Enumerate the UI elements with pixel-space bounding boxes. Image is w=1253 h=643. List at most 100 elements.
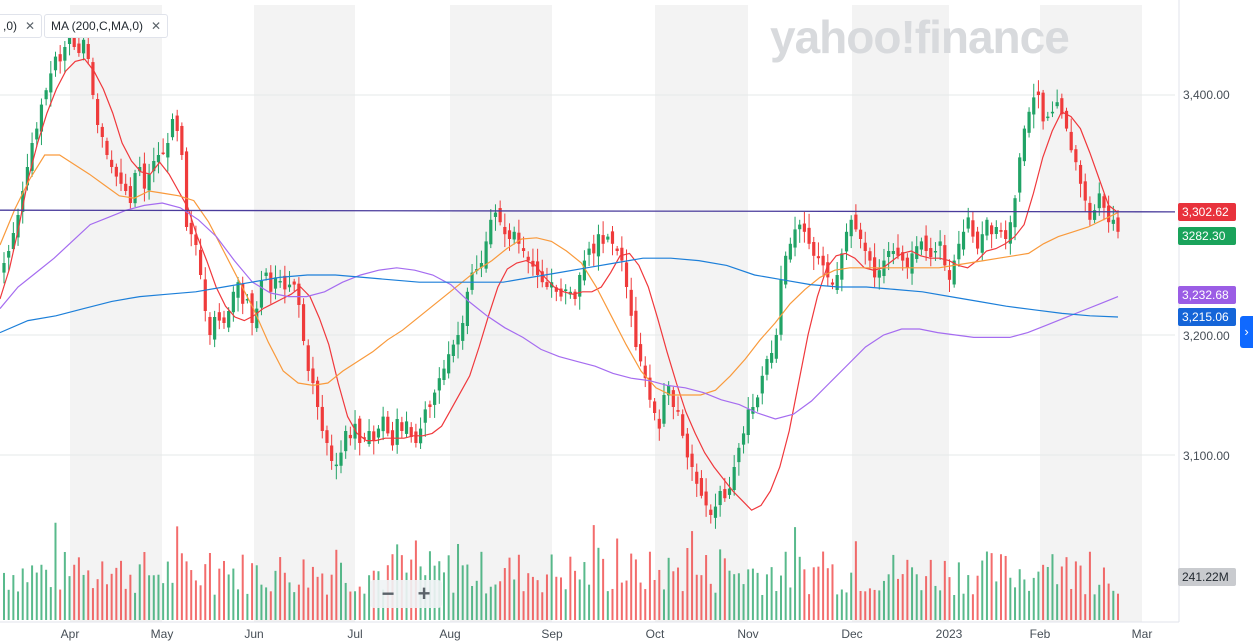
candle-body <box>334 464 338 467</box>
candle-body <box>578 275 582 297</box>
candle-body <box>933 251 938 253</box>
candle-body <box>943 245 947 266</box>
volume-bar <box>990 553 993 620</box>
volume-bar <box>49 587 52 620</box>
volume-bar <box>555 576 558 620</box>
candle-body <box>124 183 128 191</box>
volume-bar <box>485 593 488 620</box>
volume-bar <box>274 570 277 620</box>
volume-bar <box>873 589 876 620</box>
candle-body <box>1032 97 1036 115</box>
zoom-in-button[interactable]: + <box>417 581 431 606</box>
volume-bar <box>723 558 726 620</box>
close-icon[interactable]: ✕ <box>151 19 162 33</box>
candle-body <box>283 275 287 290</box>
volume-bar <box>995 581 998 620</box>
volume-bar <box>124 588 127 620</box>
ma-purple-price-tag: 3,232.68 <box>1178 286 1236 304</box>
volume-bar <box>803 569 806 620</box>
volume-bar <box>442 572 445 620</box>
volume-bar <box>639 582 642 620</box>
candle-body <box>685 433 689 458</box>
volume-bar <box>475 580 478 620</box>
volume-bar <box>602 558 605 620</box>
candle-body <box>840 253 844 280</box>
candle-body <box>49 73 53 93</box>
volume-bar <box>269 591 272 620</box>
candle-body <box>985 219 989 236</box>
volume-bar <box>499 581 502 620</box>
volume-bar <box>564 589 567 620</box>
candle-body <box>1008 222 1012 244</box>
volume-bar <box>208 552 211 620</box>
candle-body <box>990 225 994 235</box>
candle-body <box>428 404 432 407</box>
candle-body <box>877 270 881 278</box>
volume-bar <box>831 564 834 620</box>
candle-body <box>1092 210 1097 220</box>
candle-body <box>433 392 437 405</box>
candle-body <box>1022 128 1026 162</box>
zoom-out-button[interactable]: − <box>381 581 395 606</box>
candle-body <box>741 433 746 445</box>
volume-bar <box>934 585 937 620</box>
ma-line-purple <box>0 202 1119 420</box>
candle-body <box>624 262 629 287</box>
volume-bar <box>999 554 1002 620</box>
volume-bar <box>691 531 694 620</box>
volume-bar <box>1098 584 1101 620</box>
candle-body <box>1111 219 1115 224</box>
volume-bar <box>251 563 254 620</box>
candle-body <box>802 223 806 232</box>
candle-body <box>1069 131 1073 151</box>
volume-bar <box>466 564 469 620</box>
volume-bar <box>26 582 29 620</box>
candle-body <box>91 62 95 95</box>
candle-body <box>709 509 713 515</box>
candle-body <box>910 253 914 274</box>
volume-bar <box>550 554 553 620</box>
volume-bar <box>976 575 979 620</box>
volume-bar <box>630 553 633 620</box>
volume-bar <box>1032 577 1035 620</box>
close-icon[interactable]: ✕ <box>25 19 36 33</box>
volume-bar <box>644 589 647 620</box>
candle-body <box>952 260 956 285</box>
volume-bar <box>237 589 240 620</box>
volume-bar <box>775 591 778 620</box>
candle-body <box>423 409 427 423</box>
volume-bar <box>489 586 492 620</box>
candle-body <box>156 155 161 163</box>
candle-body <box>142 163 147 189</box>
volume-bar <box>925 576 928 620</box>
volume-bar <box>583 562 586 620</box>
volume-bar <box>798 556 801 620</box>
volume-bar <box>82 574 85 620</box>
x-tick: Aug <box>439 627 461 641</box>
candle-body <box>236 282 240 298</box>
candle-body <box>830 282 835 285</box>
indicator-pill-partial[interactable]: ,0) ✕ <box>0 14 43 38</box>
volume-bar <box>1014 587 1017 620</box>
candle-body <box>760 375 764 394</box>
chevron-right-icon[interactable]: › <box>1240 316 1253 348</box>
volume-bar <box>96 579 99 620</box>
candle-body <box>826 262 830 278</box>
volume-bar <box>171 582 174 620</box>
volume-bar <box>134 592 137 620</box>
candle-body <box>245 299 249 301</box>
volume-bar <box>283 572 286 620</box>
candle-body <box>1074 149 1078 163</box>
volume-bar <box>606 591 609 620</box>
volume-bar <box>868 588 871 620</box>
candle-body <box>961 231 966 250</box>
candle-body <box>442 368 446 381</box>
candle-body <box>587 248 591 255</box>
candle-body <box>180 125 184 155</box>
volume-bar <box>349 591 352 620</box>
candle-body <box>1060 98 1064 115</box>
volume-bar <box>91 588 94 620</box>
indicator-pill-ma200[interactable]: MA (200,C,MA,0) ✕ <box>44 14 169 38</box>
volume-bar <box>40 564 43 620</box>
